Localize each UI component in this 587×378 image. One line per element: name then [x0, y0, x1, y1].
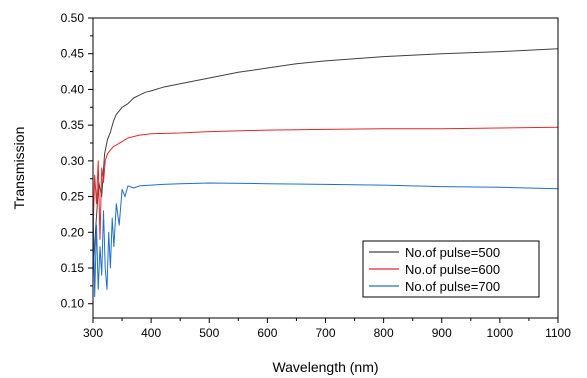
- x-tick-label: 300: [83, 326, 103, 340]
- y-axis-label: Transmission: [11, 127, 27, 210]
- x-tick-label: 500: [199, 326, 219, 340]
- legend-entry: No.of pulse=500: [405, 245, 500, 260]
- x-tick-label: 1100: [545, 326, 571, 340]
- series-line-2: [92, 126, 559, 240]
- legend-entry: No.of pulse=700: [405, 279, 500, 294]
- x-tick-label: 700: [315, 326, 335, 340]
- y-tick-label: 0.50: [61, 11, 85, 25]
- x-tick-label: 600: [257, 326, 277, 340]
- x-tick-label: 800: [374, 326, 394, 340]
- y-tick-label: 0.15: [61, 261, 85, 275]
- x-axis-label: Wavelength (nm): [272, 359, 378, 375]
- legend: No.of pulse=500 No.of pulse=600 No.of puls…: [362, 240, 540, 298]
- y-tick-label: 0.10: [61, 297, 85, 311]
- y-tick-label: 0.45: [61, 47, 85, 61]
- y-tick-label: 0.20: [61, 225, 85, 239]
- y-tick-label: 0.35: [61, 118, 85, 132]
- axis-ticks: 300 400 500 600 700 800 900 1000 1100 0.10 0.15 0.2…: [61, 11, 572, 340]
- y-tick-label: 0.40: [61, 82, 85, 96]
- y-tick-label: 0.25: [61, 190, 85, 204]
- x-tick-label: 400: [141, 326, 161, 340]
- series-lines: [92, 48, 559, 298]
- x-tick-label: 900: [432, 326, 452, 340]
- series-line-3: [92, 182, 559, 298]
- y-tick-label: 0.30: [61, 154, 85, 168]
- legend-entry: No.of pulse=600: [405, 262, 500, 277]
- x-tick-label: 1000: [487, 326, 514, 340]
- series-line-1: [92, 48, 559, 276]
